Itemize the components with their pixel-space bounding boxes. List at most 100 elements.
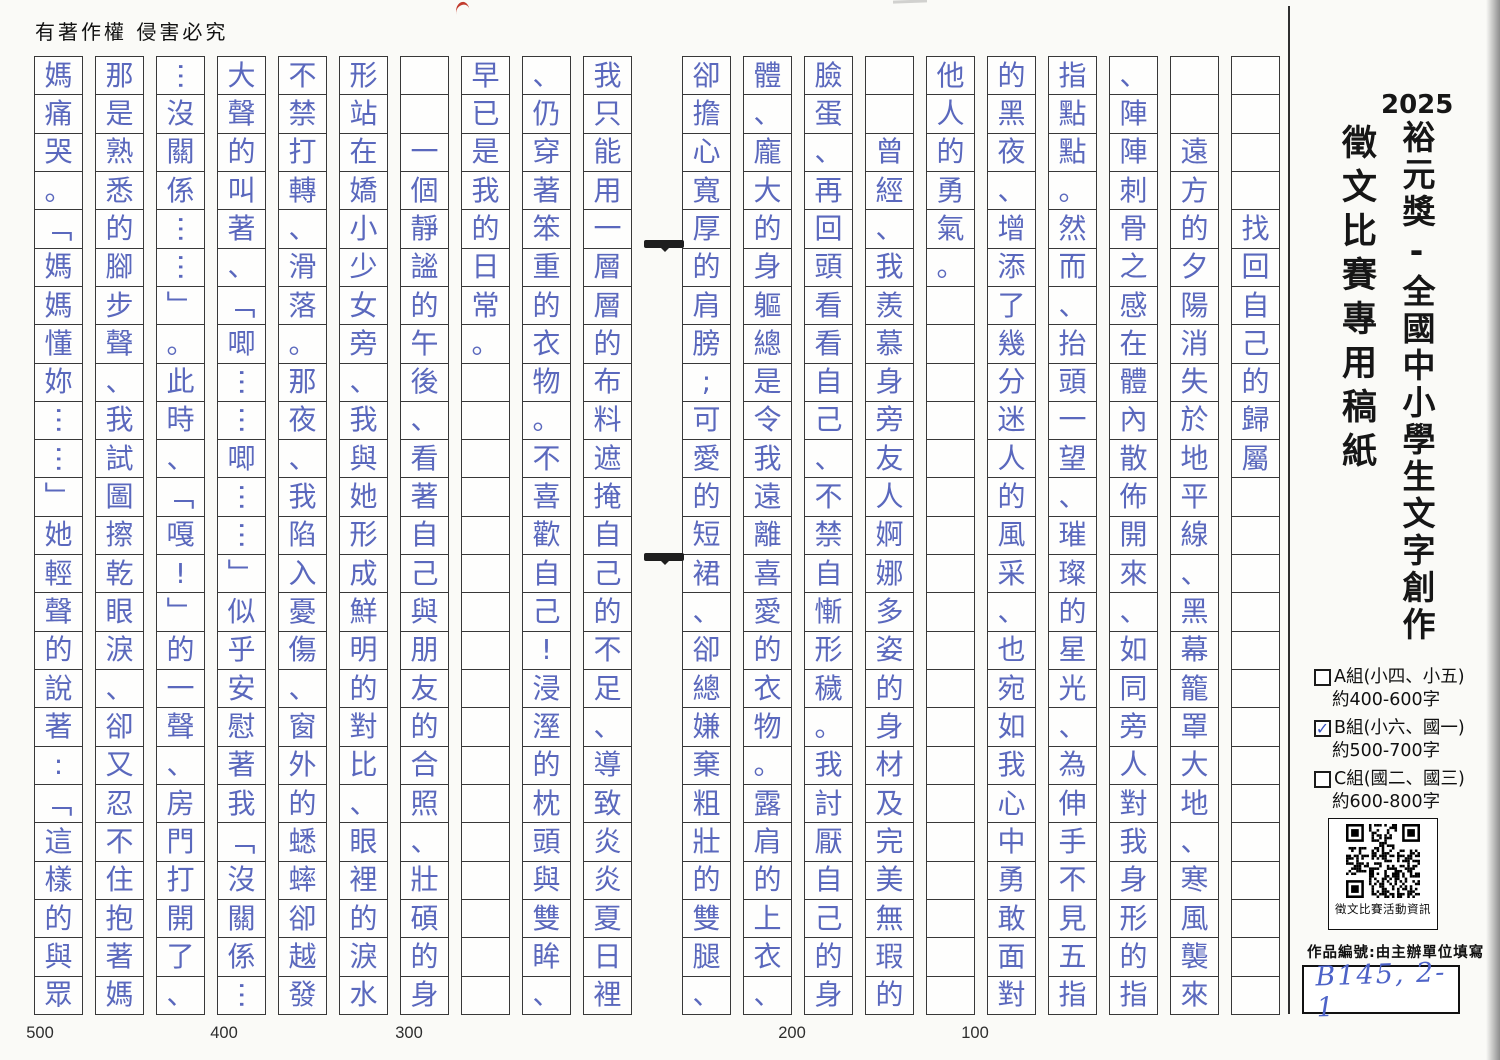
grid-cell: 、	[157, 745, 204, 784]
grid-cell: 的	[866, 669, 913, 707]
grid-cell: 我	[218, 783, 265, 822]
grid-cell: 打	[157, 860, 204, 899]
grid-cell: 歸	[1232, 400, 1279, 439]
grid-cell: 、	[1171, 822, 1218, 860]
grid-cell: 的	[584, 324, 631, 362]
grid-cell: 在	[340, 132, 387, 171]
grid-cell: 這	[35, 822, 82, 860]
grid-cell: 禁	[805, 515, 852, 554]
grid-cell: 了	[988, 285, 1035, 324]
grid-cell: 旁	[1110, 707, 1157, 745]
grid-cell: 聲	[157, 707, 204, 745]
grid-cell: 多	[866, 592, 913, 630]
grid-cell	[1232, 554, 1279, 592]
checkbox-icon	[1314, 669, 1331, 686]
grid-cell: 寒	[1171, 860, 1218, 899]
grid-cell: 露	[744, 783, 791, 822]
grid-cell: 、	[584, 707, 631, 745]
grid-cell: 比	[340, 745, 387, 784]
grid-cell: 勇	[927, 170, 974, 209]
group-label: B組(小六、國一)	[1334, 718, 1465, 738]
grid-cell: 擔	[683, 94, 730, 132]
grid-cell: 眼	[340, 822, 387, 860]
grid-cell: 外	[279, 745, 326, 784]
grid-cell: 的	[279, 783, 326, 822]
grid-cell: 試	[96, 439, 143, 477]
grid-cell: 刺	[1110, 170, 1157, 209]
grid-cell: ﹂	[35, 477, 82, 515]
grid-cell: 著	[523, 170, 570, 209]
grid-cell: ⋯	[218, 515, 265, 554]
grid-cell: 妳	[35, 362, 82, 401]
grid-cell: 地	[1171, 783, 1218, 822]
grid-cell: 他	[936, 58, 965, 92]
grid-cell: 。	[744, 745, 791, 784]
grid-cell: 、	[340, 362, 387, 401]
grid-cell: 方	[1171, 170, 1218, 209]
grid-cell: 無	[866, 898, 913, 937]
grid-cell: 的	[157, 630, 204, 669]
grid-cell: 的	[1232, 362, 1279, 401]
grid-cell: 、	[96, 669, 143, 707]
grid-cell: !	[157, 554, 204, 592]
grid-cell: 眸	[523, 937, 570, 975]
grid-cell: 時	[157, 400, 204, 439]
grid-column: 早已是我的日常。	[461, 56, 510, 1015]
grid-cell: 照	[401, 783, 448, 822]
grid-cell: 、	[683, 975, 730, 1014]
grid-cell	[927, 554, 974, 592]
grid-cell: 罩	[1171, 707, 1218, 745]
grid-cell: 陷	[279, 515, 326, 554]
grid-cell: 面	[988, 937, 1035, 975]
grid-cell: 溼	[523, 707, 570, 745]
contest-year: 2025	[1381, 90, 1454, 120]
grid-cell: 歡	[523, 515, 570, 554]
grid-cell: 沒	[157, 94, 204, 132]
grid-cell: 轉	[279, 170, 326, 209]
grid-cell: 佈	[1110, 477, 1157, 515]
grid-cell: 仍	[523, 94, 570, 132]
grid-cell: 卻	[279, 898, 326, 937]
group-option: ✓ B組(小六、國一) 約500-700字	[1314, 717, 1492, 762]
grid-cell: 叫	[218, 170, 265, 209]
grid-cell: 軀	[744, 285, 791, 324]
grid-cell: 、	[805, 439, 852, 477]
grid-cell: 己	[523, 592, 570, 630]
grid-cell: 喜	[744, 554, 791, 592]
grid-cell: 材	[866, 745, 913, 784]
grid-cell: 形	[340, 515, 387, 554]
grid-cell: 於	[1171, 400, 1218, 439]
grid-cell: 枕	[523, 783, 570, 822]
grid-cell	[1232, 592, 1279, 630]
grid-cell: 厭	[805, 822, 852, 860]
ruler-mark: 300	[395, 1024, 423, 1042]
grid-cell: 襲	[1171, 937, 1218, 975]
grid-cell: ⋯	[218, 400, 265, 439]
grid-cell	[1171, 57, 1218, 94]
grid-cell: 手	[1049, 822, 1096, 860]
grid-cell	[1232, 57, 1279, 94]
grid-cell: 上	[744, 898, 791, 937]
grid-cell: 曾	[866, 132, 913, 171]
grid-cell	[462, 860, 509, 899]
grid-cell: 、	[532, 58, 561, 92]
grid-cell	[927, 515, 974, 554]
grid-cell: ⋯	[35, 439, 82, 477]
grid-cell: 媽	[44, 58, 73, 92]
grid-cell: 我	[805, 745, 852, 784]
grid-cell	[462, 630, 509, 669]
grid-cell: 自	[523, 554, 570, 592]
grid-cell: 一	[1049, 400, 1096, 439]
group-options: A組(小四、小五) 約400-600字 ✓ B組(小六、國一) 約500-700字 C組(…	[1314, 666, 1492, 819]
grid-cell: 地	[1171, 439, 1218, 477]
grid-cell: 、	[1119, 58, 1148, 92]
grid-cell	[1232, 975, 1279, 1014]
grid-cell: 圖	[96, 477, 143, 515]
grid-cell: 早	[471, 58, 500, 92]
grid-cell	[1232, 170, 1279, 209]
grid-cell: 再	[805, 170, 852, 209]
grid-cell	[462, 975, 509, 1014]
grid-cell: 可	[683, 400, 730, 439]
grid-cell: 璨	[1049, 554, 1096, 592]
grid-cell: 對	[340, 707, 387, 745]
